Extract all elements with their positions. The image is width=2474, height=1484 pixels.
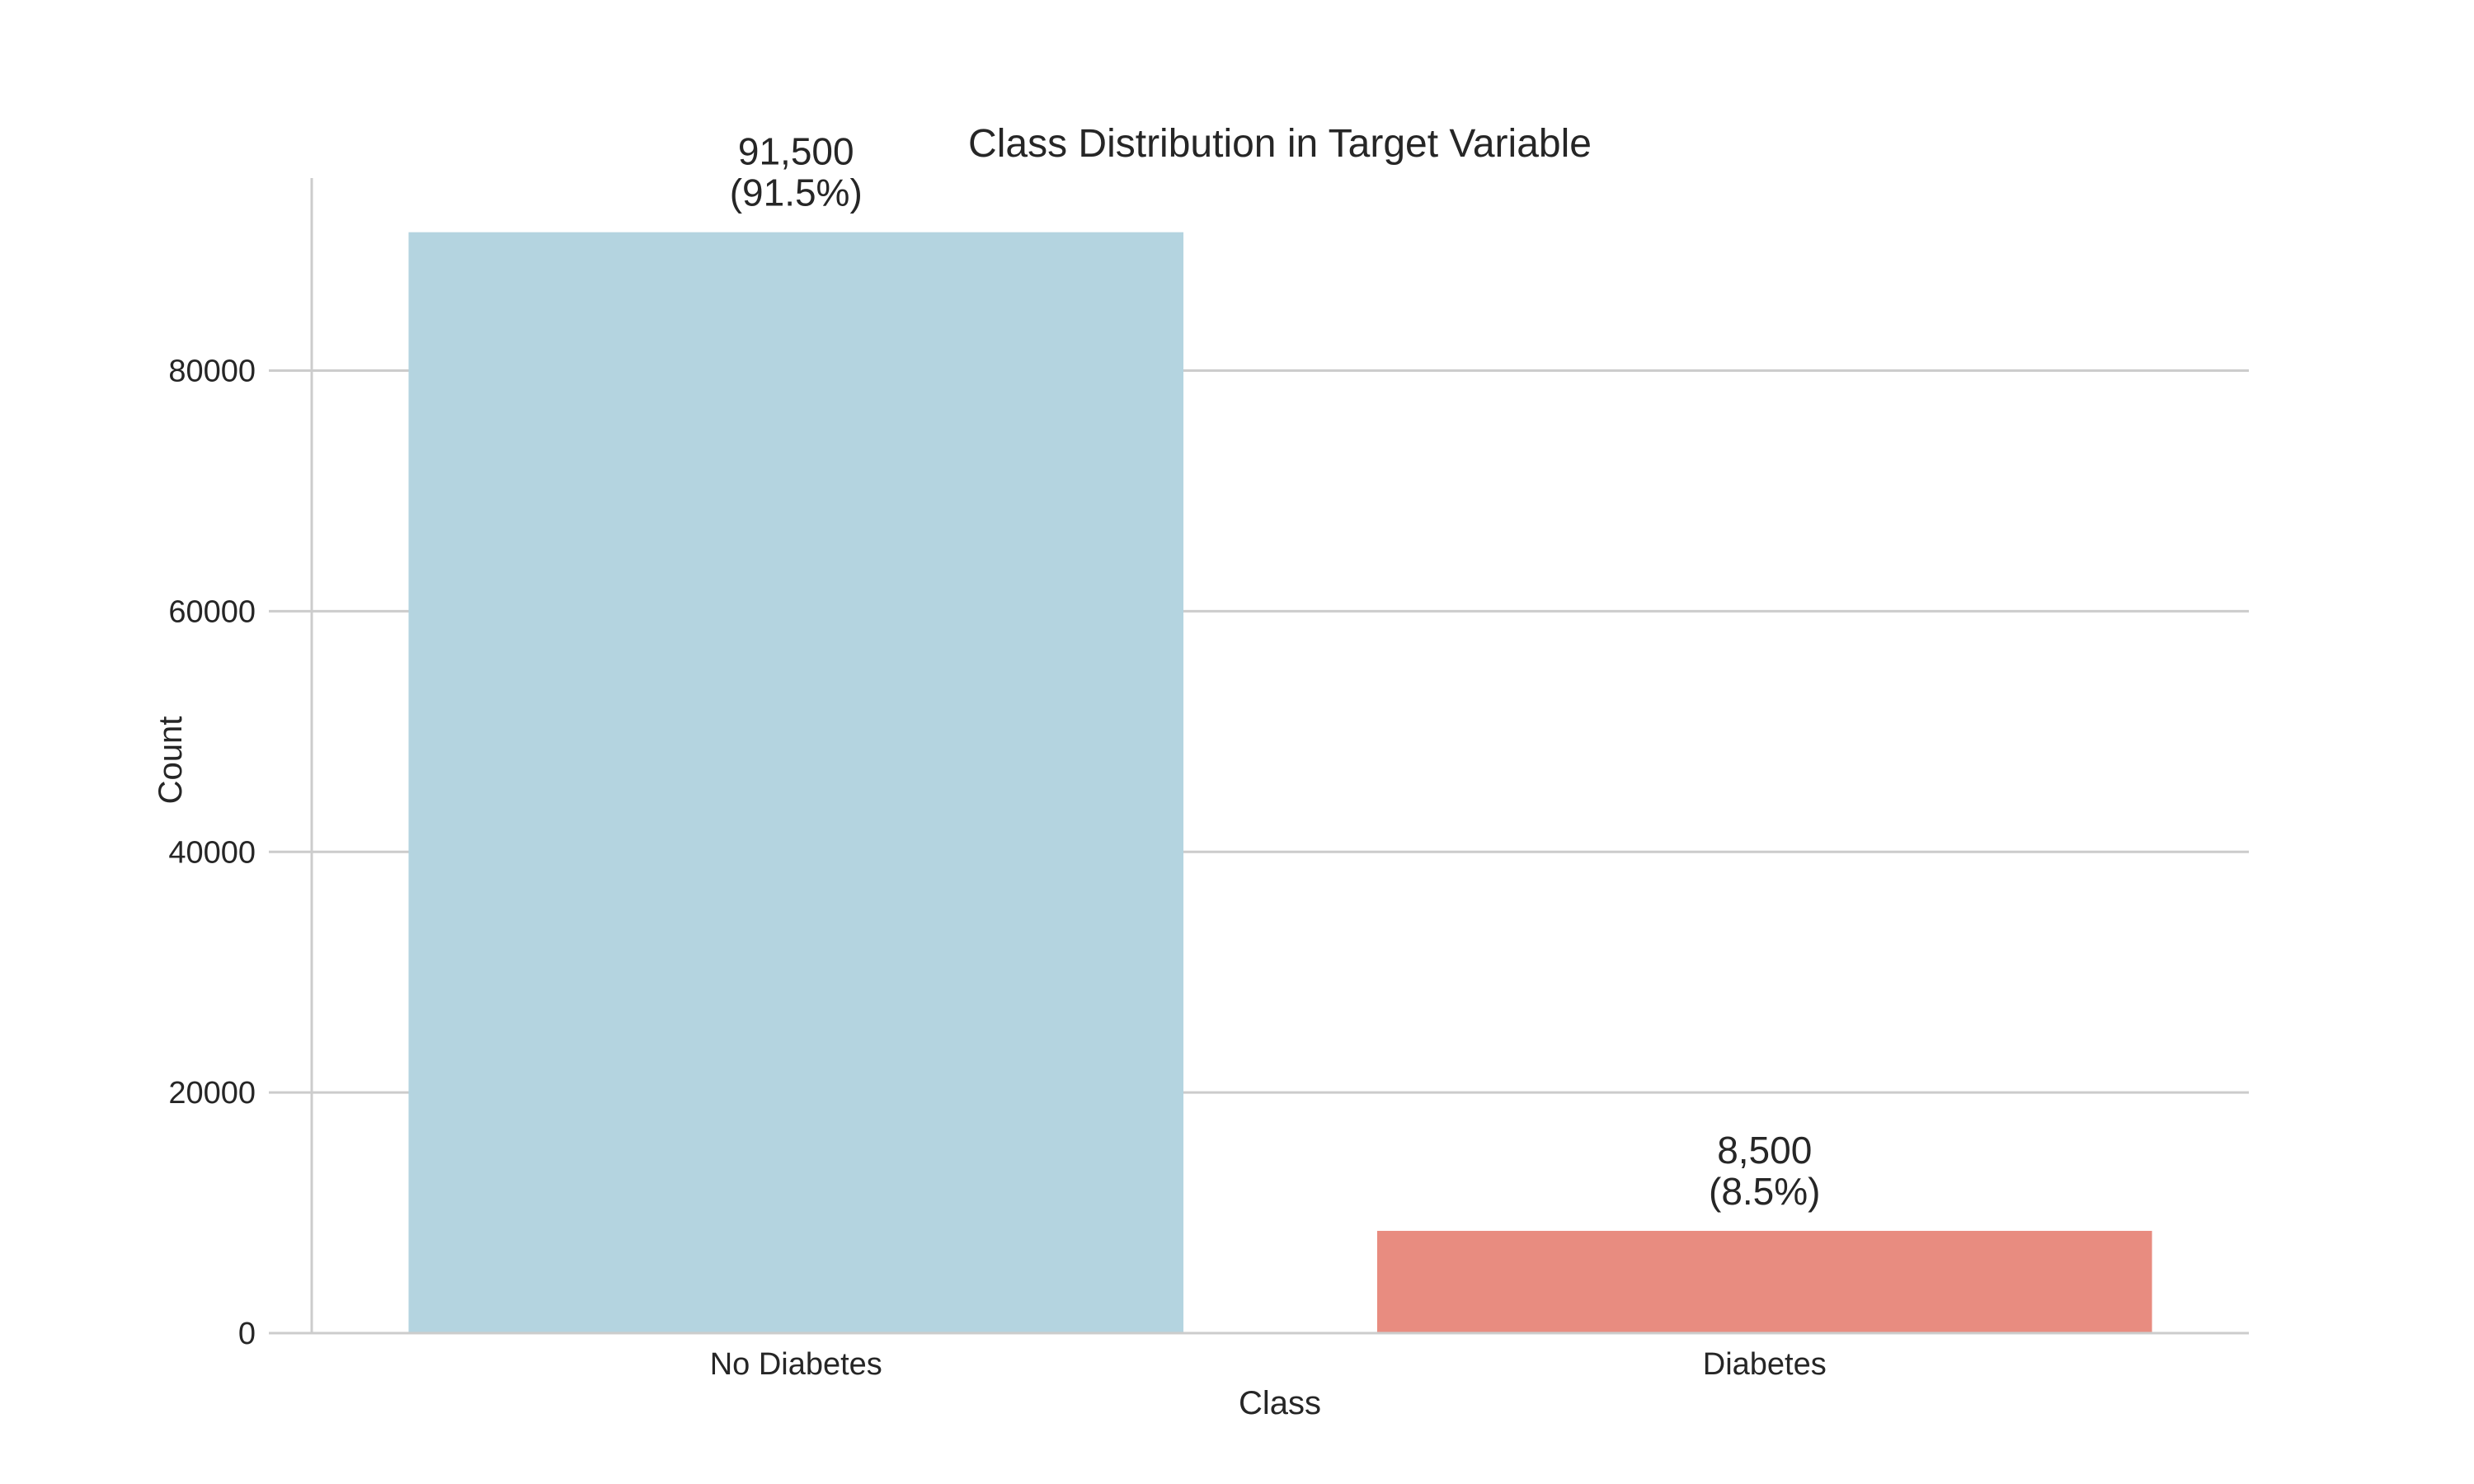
bars	[408, 232, 2152, 1333]
bar-percent-label: (91.5%)	[730, 171, 863, 214]
axes	[310, 178, 2249, 1335]
y-tick-label: 80000	[168, 355, 256, 389]
bar-diabetes	[1376, 1230, 2152, 1333]
y-tick-label: 60000	[168, 594, 256, 629]
bar-value-labels: 91,500(91.5%) 8,500(8.5%)	[730, 130, 1821, 1213]
y-tick-label: 20000	[168, 1076, 256, 1111]
y-tick-label: 40000	[168, 835, 256, 870]
x-tick-labels: No Diabetes Diabetes	[710, 1347, 1827, 1382]
bar-value-label: 91,500	[738, 130, 854, 173]
x-tick-label: No Diabetes	[710, 1347, 882, 1382]
y-tick-label: 0	[238, 1317, 256, 1351]
x-tick-label: Diabetes	[1703, 1347, 1827, 1382]
y-tick-labels: 0 20000 40000 60000 80000	[168, 355, 256, 1352]
chart-title: Class Distribution in Target Variable	[968, 122, 1592, 166]
bar-no-diabetes	[408, 232, 1184, 1333]
bar-percent-label: (8.5%)	[1709, 1170, 1820, 1213]
bar-value-label: 8,500	[1717, 1129, 1812, 1172]
y-axis-title: Count	[153, 716, 189, 805]
x-axis-title: Class	[1239, 1385, 1321, 1421]
